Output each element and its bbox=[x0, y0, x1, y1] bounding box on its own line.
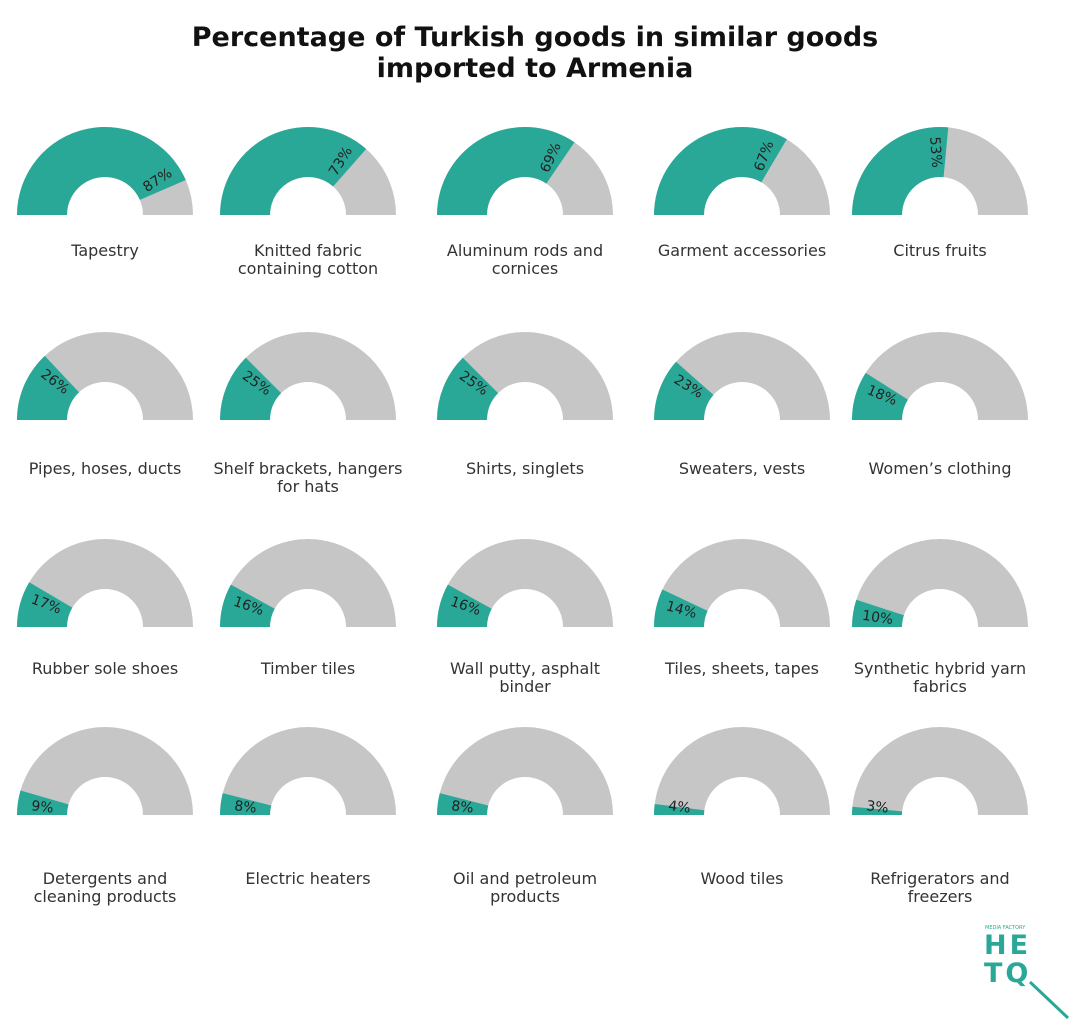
category-label: Detergents and cleaning products bbox=[33, 869, 177, 906]
logo-tagline: MEDIA FACTORY bbox=[985, 925, 1026, 931]
gauge-value bbox=[437, 127, 575, 215]
category-label: Sweaters, vests bbox=[678, 459, 806, 478]
gauge-track bbox=[437, 727, 613, 815]
category-label: Rubber sole shoes bbox=[31, 659, 179, 678]
gauge-value bbox=[17, 582, 73, 627]
gauge-value bbox=[852, 806, 903, 815]
category-label: Women’s clothing bbox=[868, 459, 1012, 478]
gauge-track bbox=[17, 727, 193, 815]
value-label: 4% bbox=[667, 798, 691, 817]
gauge-value bbox=[220, 357, 282, 420]
category-label: Electric heaters bbox=[245, 869, 371, 888]
category-label: Wall putty, asphalt binder bbox=[449, 659, 601, 696]
gauge-track bbox=[654, 727, 830, 815]
category-label: Refrigerators and freezers bbox=[870, 869, 1010, 906]
category-label: Synthetic hybrid yarn fabrics bbox=[853, 659, 1027, 696]
gauge-value bbox=[17, 355, 79, 420]
chart-title: Percentage of Turkish goods in similar g… bbox=[191, 22, 879, 84]
category-label: Aluminum rods and cornices bbox=[446, 241, 604, 278]
category-label: Tapestry bbox=[71, 241, 139, 260]
value-label: 8% bbox=[450, 798, 474, 817]
gauge-value bbox=[852, 599, 904, 627]
gauge-value bbox=[220, 793, 272, 815]
category-label: Knitted fabric containing cotton bbox=[237, 241, 379, 278]
gauge-track bbox=[852, 539, 1028, 627]
gauge-value bbox=[437, 793, 489, 815]
gauge-value bbox=[17, 790, 69, 815]
gauge-value bbox=[654, 361, 714, 420]
category-label: Timber tiles bbox=[260, 659, 356, 678]
logo-handle bbox=[1028, 980, 1070, 1020]
gauge-value bbox=[852, 372, 908, 420]
gauge-value bbox=[437, 357, 499, 420]
logo-text: HE bbox=[984, 930, 1032, 961]
gauge-value bbox=[654, 589, 708, 627]
gauge-track bbox=[220, 727, 396, 815]
category-label: Pipes, hoses, ducts bbox=[28, 459, 182, 478]
gauge-track bbox=[852, 727, 1028, 815]
logo-text: TQ bbox=[984, 958, 1032, 989]
category-label: Garment accessories bbox=[657, 241, 827, 260]
category-label: Citrus fruits bbox=[893, 241, 987, 260]
value-label: 3% bbox=[865, 798, 889, 817]
category-label: Wood tiles bbox=[700, 869, 784, 888]
gauge-value bbox=[220, 126, 367, 215]
value-label: 10% bbox=[861, 608, 894, 628]
value-label: 53% bbox=[926, 136, 944, 168]
gauge-value bbox=[220, 584, 275, 627]
gauge-value bbox=[852, 126, 949, 215]
gauge-track bbox=[654, 539, 830, 627]
value-label: 14% bbox=[664, 598, 698, 622]
category-label: Shelf brackets, hangers for hats bbox=[213, 459, 403, 496]
gauge-value bbox=[437, 584, 492, 627]
gauge-value bbox=[654, 127, 787, 215]
gauge-value bbox=[17, 126, 186, 215]
value-label: 8% bbox=[233, 798, 257, 817]
category-label: Oil and petroleum products bbox=[452, 869, 598, 906]
gauge-value bbox=[654, 803, 705, 815]
value-label: 9% bbox=[30, 798, 54, 817]
category-label: Tiles, sheets, tapes bbox=[665, 659, 819, 678]
category-label: Shirts, singlets bbox=[465, 459, 585, 478]
